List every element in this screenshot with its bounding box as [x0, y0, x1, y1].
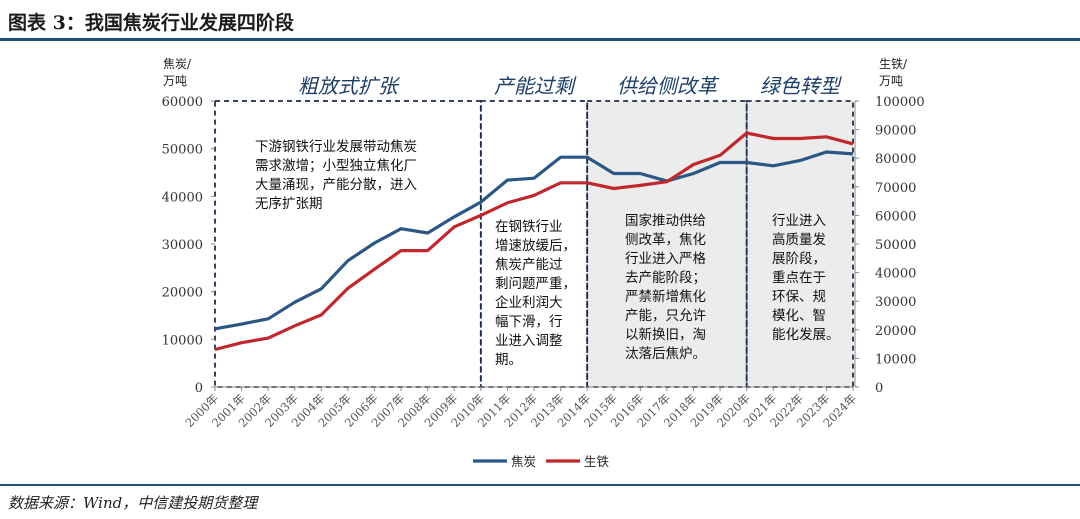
phase-note-line: 严禁新增焦化 [625, 289, 706, 305]
chart: 0 10000 20000 30000 40000 50000 60000 0 10000 200… [162, 57, 925, 469]
right-tick-label: 70000 [875, 181, 916, 196]
phase-note-line: 焦炭产能过 [495, 257, 563, 273]
phase-note-line: 无序扩张期 [255, 196, 323, 212]
right-axis-unit: 万吨 [879, 74, 903, 88]
left-tick-label: 50000 [162, 143, 203, 158]
right-tick-label: 90000 [875, 124, 916, 139]
phase-shade-3 [746, 101, 853, 387]
phase-note-line: 以新换旧，淘 [625, 327, 706, 343]
phase-note-line: 剩问题严重， [495, 276, 576, 292]
phase-label-3: 绿色转型 [760, 74, 843, 98]
right-tick-label: 60000 [875, 209, 916, 224]
phase-note-line: 增速放缓后， [495, 238, 576, 254]
phase-note-line: 去产能阶段； [625, 270, 706, 286]
phase-note-line: 国家推动供给 [625, 212, 706, 229]
left-tick-label: 10000 [162, 333, 203, 348]
phase-label-0: 粗放式扩张 [298, 74, 401, 98]
phase-note-line: 模化、智 [772, 308, 826, 324]
phase-shading [587, 101, 853, 387]
right-tick-label: 0 [875, 381, 883, 396]
phase-note-line: 行业进入严格 [625, 251, 706, 267]
right-tick-label: 80000 [875, 152, 916, 167]
phase-note-line: 企业利润大 [495, 294, 563, 311]
phase-note-line: 高质量发 [772, 231, 826, 248]
legend: 焦炭 生铁 [473, 454, 610, 469]
left-axis-unit: 焦炭/ [163, 57, 192, 71]
footer-rule [0, 484, 1080, 486]
source-note: 数据来源：Wind，中信建投期货整理 [8, 494, 258, 512]
phase-note-line: 汰落后焦炉。 [625, 346, 706, 362]
phase-note-line: 幅下滑，行 [495, 314, 563, 330]
phase-note-line: 需求激增；小型独立焦化厂 [255, 158, 417, 174]
left-tick-label: 30000 [162, 238, 203, 253]
phase-note-line: 能化发展。 [772, 327, 840, 343]
right-tick-label: 30000 [875, 295, 916, 310]
right-axis-unit: 生铁/ [879, 57, 908, 71]
title-rule [0, 38, 1080, 41]
right-tick-label: 50000 [875, 238, 916, 253]
phase-text: 粗放式扩张下游钢铁行业发展带动焦炭需求激增；小型独立焦化厂大量涌现，产能分散，进… [255, 74, 843, 368]
phase-label-1: 产能过剩 [494, 74, 577, 98]
right-tick-label: 40000 [875, 267, 916, 282]
legend-label: 生铁 [584, 454, 610, 469]
phase-note-line: 在钢铁行业 [495, 219, 563, 235]
phase-note-line: 重点在于 [772, 270, 826, 286]
left-tick-label: 0 [195, 381, 203, 396]
right-tick-label: 10000 [875, 352, 916, 367]
phase-note-line: 下游钢铁行业发展带动焦炭 [255, 139, 417, 155]
legend-label: 焦炭 [511, 454, 536, 469]
phase-note-line: 产能，只允许 [625, 308, 706, 324]
phase-note-line: 展阶段， [772, 251, 826, 267]
right-tick-label: 20000 [875, 324, 916, 339]
figure-title: 图表 3：我国焦炭行业发展四阶段 [8, 12, 294, 34]
phase-note-line: 大量涌现，产能分散，进入 [255, 177, 417, 193]
phase-note-line: 期。 [495, 352, 522, 368]
left-tick-label: 60000 [162, 95, 203, 110]
right-tick-label: 100000 [875, 95, 925, 110]
phase-label-2: 供给侧改革 [617, 74, 720, 98]
phase-note-line: 侧改革，焦化 [625, 232, 706, 248]
phase-note-line: 业进入调整 [495, 333, 563, 349]
phase-note-line: 行业进入 [772, 213, 826, 229]
left-axis-unit: 万吨 [163, 74, 187, 88]
left-tick-label: 20000 [162, 286, 203, 301]
phase-shade-2 [587, 101, 747, 387]
phase-note-line: 环保、规 [772, 289, 826, 305]
series-lines [214, 131, 854, 352]
left-tick-label: 40000 [162, 190, 203, 205]
